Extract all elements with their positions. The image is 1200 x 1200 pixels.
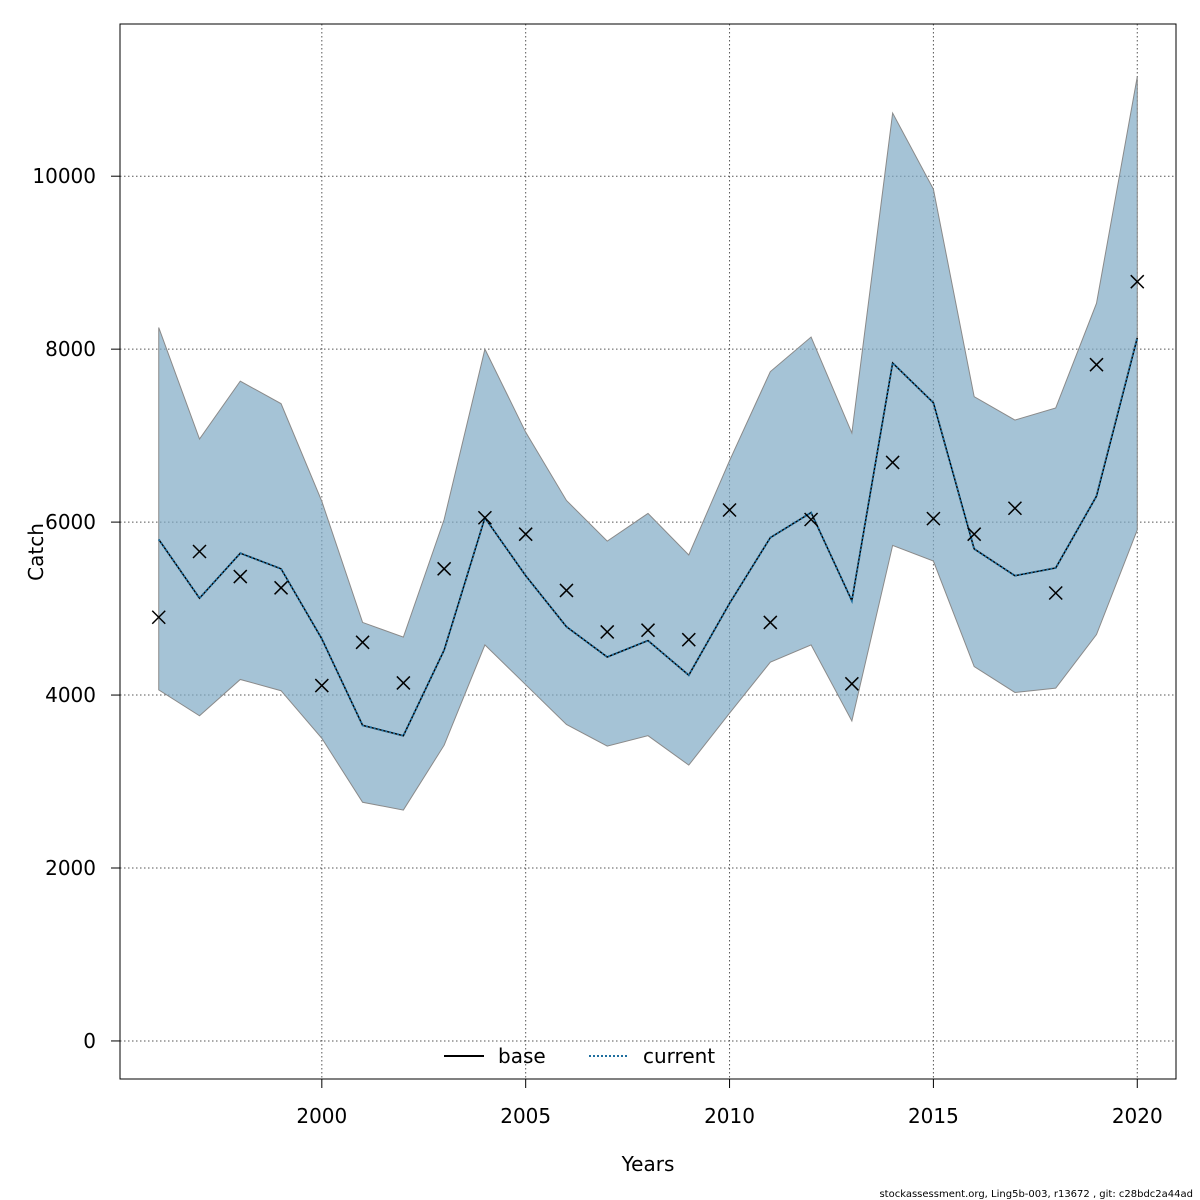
observed-point xyxy=(1007,501,1022,516)
observed-point xyxy=(518,527,533,542)
y-tick-label: 6000 xyxy=(45,510,96,534)
observed-point xyxy=(600,624,615,639)
observed-point xyxy=(844,676,859,691)
observed-point xyxy=(1048,585,1063,601)
x-axis: 2000 2005 2010 2015 2020 xyxy=(296,1079,1163,1128)
observed-point xyxy=(1130,274,1145,289)
y-tick-label: 8000 xyxy=(45,337,96,361)
series-line-current xyxy=(157,337,1139,737)
footer-credit: stockassessment.org, Ling5b-003, r13672 … xyxy=(879,1189,1193,1200)
legend: base current xyxy=(444,1044,715,1068)
observed-points-layer xyxy=(151,274,1145,693)
observed-point xyxy=(722,502,737,518)
y-axis-title: Catch xyxy=(24,523,48,581)
legend-label-base: base xyxy=(498,1044,546,1068)
observed-point xyxy=(396,675,411,690)
y-axis: 0 2000 4000 6000 8000 10000 xyxy=(32,164,120,1053)
x-axis-title: Years xyxy=(621,1152,675,1176)
observed-point xyxy=(926,511,941,526)
plot-frame xyxy=(119,23,1177,1080)
x-tick-label: 2000 xyxy=(296,1104,347,1128)
observed-point xyxy=(233,569,248,584)
observed-point xyxy=(355,635,370,650)
y-tick-label: 4000 xyxy=(45,683,96,707)
legend-label-current: current xyxy=(643,1044,715,1068)
x-tick-label: 2015 xyxy=(908,1104,959,1128)
x-tick-label: 2020 xyxy=(1112,1104,1163,1128)
series-layer xyxy=(157,337,1139,737)
observed-point xyxy=(314,678,329,693)
y-tick-label: 0 xyxy=(83,1029,96,1053)
confidence-band xyxy=(158,76,1138,811)
observed-point xyxy=(763,615,778,630)
observed-point xyxy=(804,512,819,527)
observed-point xyxy=(559,583,574,598)
x-tick-label: 2005 xyxy=(500,1104,551,1128)
observed-point xyxy=(885,455,900,470)
x-tick-label: 2010 xyxy=(704,1104,755,1128)
y-tick-label: 10000 xyxy=(32,164,96,188)
confidence-band-layer xyxy=(158,76,1138,811)
observed-point xyxy=(192,544,207,559)
y-tick-label: 2000 xyxy=(45,856,96,880)
observed-point xyxy=(477,510,492,525)
observed-point xyxy=(437,561,452,576)
observed-point xyxy=(681,632,696,647)
observed-point xyxy=(1089,357,1104,372)
observed-point xyxy=(640,623,656,638)
observed-point xyxy=(967,527,982,542)
observed-point xyxy=(274,580,289,595)
observed-point xyxy=(151,610,166,625)
